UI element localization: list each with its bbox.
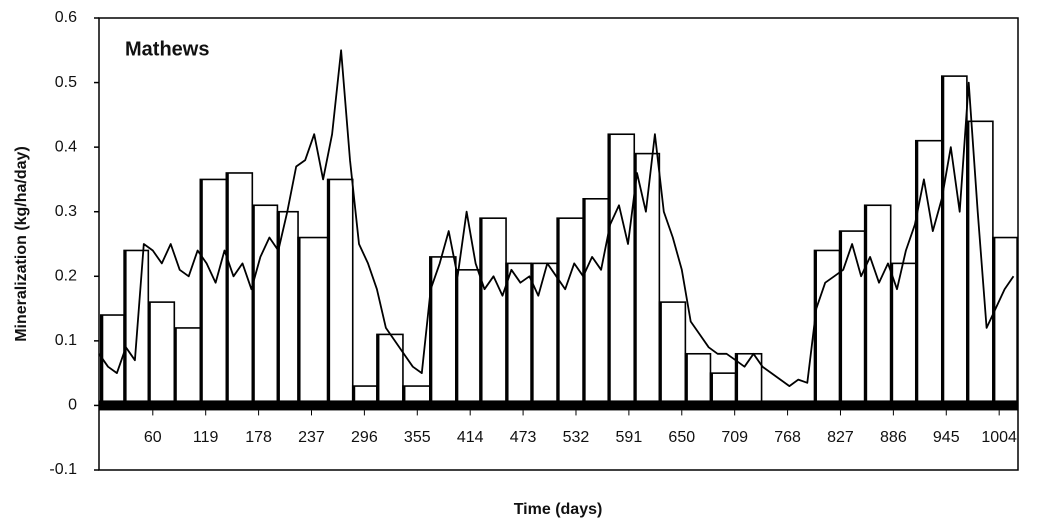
bar: [658, 301, 687, 407]
y-tick-label: 0.3: [55, 203, 77, 220]
x-tick-label: 119: [193, 429, 219, 446]
bar: [684, 352, 712, 407]
bar: [251, 204, 279, 407]
bar: [173, 327, 202, 407]
bar: [966, 120, 994, 407]
y-tick-label: 0.1: [55, 332, 77, 349]
bar: [455, 269, 481, 407]
y-tick-label: 0: [68, 397, 77, 414]
y-tick-label: -0.1: [49, 461, 77, 478]
y-axis-label: Mineralization (kg/ha/day): [13, 146, 30, 342]
bar: [505, 262, 532, 407]
x-tick-label: 886: [880, 429, 907, 446]
bar: [199, 178, 228, 407]
bar: [123, 249, 150, 407]
bar: [376, 333, 404, 407]
x-tick-label: 532: [563, 429, 590, 446]
bar: [225, 172, 254, 407]
bar: [813, 249, 841, 407]
x-tick-label: 178: [245, 429, 272, 446]
bar: [582, 198, 610, 407]
y-tick-label: 0.2: [55, 268, 77, 285]
bar: [607, 133, 636, 407]
x-tick-label: 414: [457, 429, 484, 446]
x-tick-label: 1004: [981, 429, 1017, 446]
x-tick-label: 768: [774, 429, 801, 446]
bar: [147, 301, 176, 407]
bar: [863, 204, 892, 407]
y-tick-label: 0.6: [55, 9, 77, 26]
x-tick-label: 60: [144, 429, 162, 446]
x-axis-label: Time (days): [514, 501, 603, 518]
x-tick-label: 473: [510, 429, 537, 446]
x-tick-label: 650: [668, 429, 695, 446]
x-tick-label: 945: [933, 429, 960, 446]
bar: [992, 236, 1018, 407]
bar: [889, 262, 917, 407]
zero-band: [99, 400, 1018, 411]
bar: [556, 217, 584, 407]
bar: [530, 262, 558, 407]
x-tick-label: 709: [721, 429, 748, 446]
x-tick-label: 237: [298, 429, 325, 446]
x-tick-label: 827: [827, 429, 854, 446]
y-tick-label: 0.5: [55, 74, 77, 91]
bar: [633, 152, 661, 407]
bar: [479, 217, 507, 407]
x-tick-label: 591: [616, 429, 643, 446]
simulated-line: [98, 49, 1015, 387]
x-tick-label: 355: [404, 429, 431, 446]
bar: [940, 75, 968, 407]
plot-frame: [98, 17, 1019, 471]
bar: [838, 230, 866, 407]
chart-title: Mathews: [125, 38, 209, 60]
bar: [914, 139, 943, 407]
bar: [297, 236, 329, 407]
bar: [326, 178, 354, 407]
y-tick-label: 0.4: [55, 138, 77, 155]
x-tick-label: 296: [351, 429, 378, 446]
